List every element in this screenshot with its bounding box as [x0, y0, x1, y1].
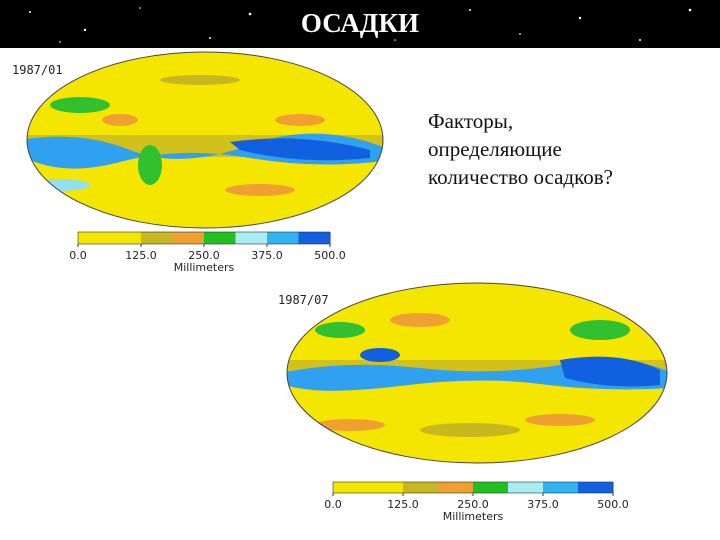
colorbar-label: 250.0 — [188, 249, 220, 262]
colorbar-label: 125.0 — [125, 249, 157, 262]
colorbar-label: 0.0 — [69, 249, 87, 262]
colorbar-unit: Millimeters — [174, 261, 235, 274]
colorbar-label: 375.0 — [251, 249, 283, 262]
colorbar-label: 500.0 — [597, 498, 629, 511]
colorbar-unit: Millimeters — [443, 510, 504, 523]
colorbar-segment — [78, 232, 110, 244]
colorbar-segment — [368, 482, 404, 493]
colorbar-label: 500.0 — [314, 249, 346, 262]
colorbar-segment — [267, 232, 299, 244]
colorbar-segment — [438, 482, 474, 493]
stars — [29, 7, 692, 43]
colorbar-segment — [473, 482, 509, 493]
colorbar-segment — [204, 232, 236, 244]
colorbar-segment — [141, 232, 173, 244]
map-outline — [26, 51, 384, 229]
colorbar-segment — [403, 482, 439, 493]
question-line: определяющие — [428, 137, 562, 161]
colorbar-segment — [543, 482, 579, 493]
header-band — [0, 0, 720, 48]
colorbar-label: 125.0 — [387, 498, 419, 511]
slide-title: ОСАДКИ — [301, 8, 419, 38]
question-line: количество осадков? — [428, 165, 613, 189]
colorbar-label: 0.0 — [324, 498, 342, 511]
colorbar-segment — [172, 232, 205, 244]
colorbar-segment — [298, 232, 331, 244]
colorbar-segment — [508, 482, 544, 493]
colorbar-label: 250.0 — [457, 498, 489, 511]
map-date: 1987/01 — [12, 63, 63, 77]
map-january — [27, 52, 383, 228]
colorbar-segment — [578, 482, 614, 493]
colorbar-segment — [333, 482, 369, 493]
map-july — [287, 283, 667, 463]
colorbar-label: 375.0 — [527, 498, 559, 511]
map-outline — [286, 282, 668, 464]
colorbar-segment — [235, 232, 268, 244]
map-date: 1987/07 — [278, 293, 329, 307]
colorbar-segment — [109, 232, 142, 244]
question-line: Факторы, — [428, 109, 513, 133]
